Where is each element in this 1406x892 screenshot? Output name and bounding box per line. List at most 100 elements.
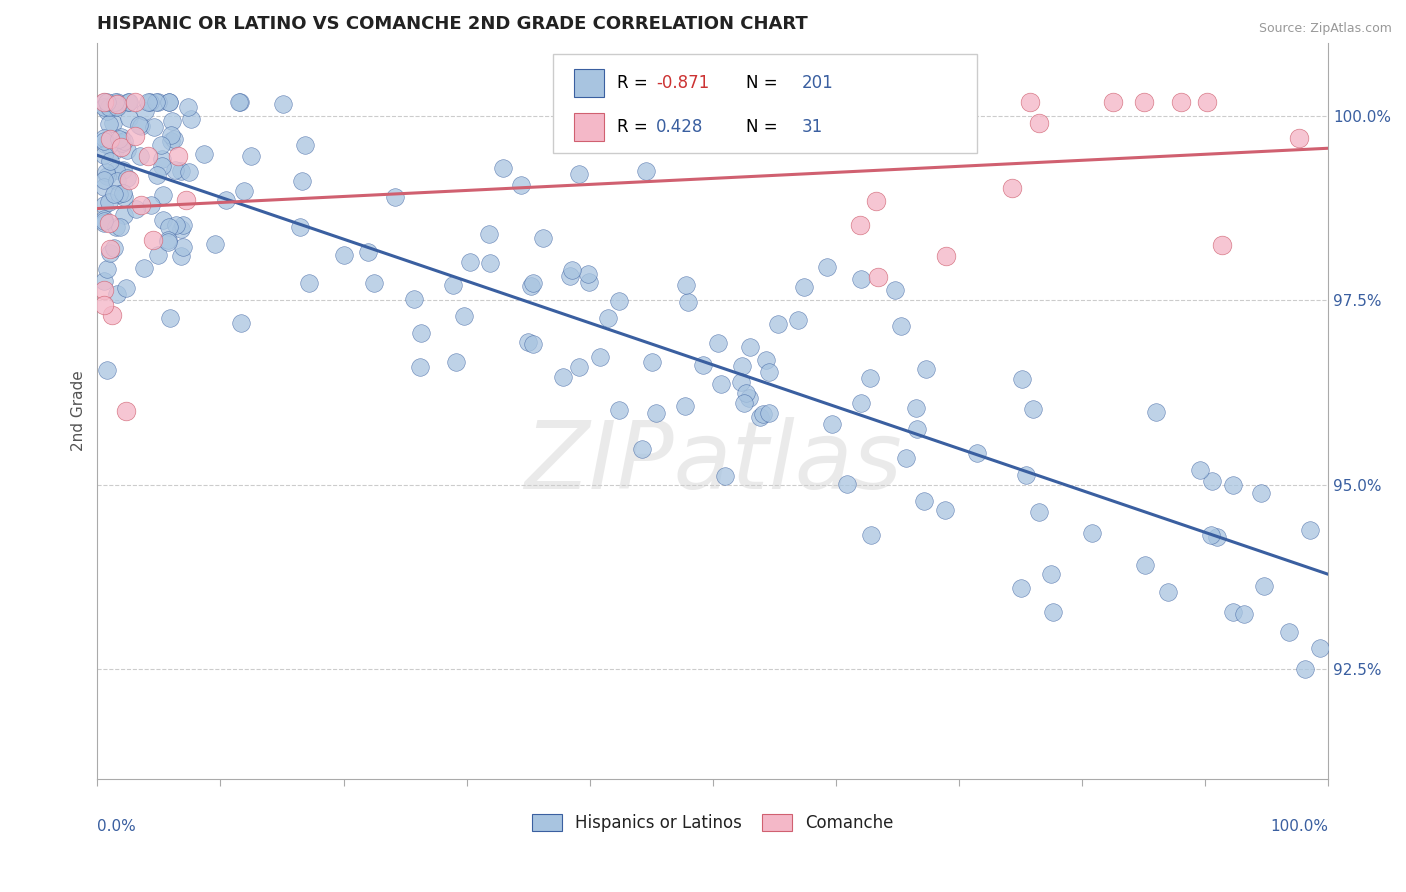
Point [710, 376, 733, 391]
Point [707, 335, 730, 350]
Point [758, 365, 780, 379]
Point [1011, 372, 1033, 386]
Point [159, 95, 181, 109]
Point [149, 138, 172, 153]
Point [96, 363, 118, 377]
Point [163, 163, 186, 178]
Point [758, 406, 780, 420]
Point [96, 104, 118, 119]
Point [110, 130, 132, 145]
Point [894, 450, 917, 465]
Point [104, 143, 127, 157]
Point [104, 100, 127, 114]
Point [174, 193, 197, 207]
Point [150, 152, 173, 166]
Point [849, 218, 872, 232]
Point [103, 241, 125, 255]
Point [402, 292, 425, 306]
Point [634, 163, 657, 178]
Point [748, 410, 770, 425]
Point [1206, 530, 1229, 544]
Point [128, 118, 150, 132]
Point [93, 131, 115, 145]
Point [142, 233, 165, 247]
Point [180, 112, 202, 126]
Point [97, 100, 120, 114]
Point [134, 103, 156, 118]
Point [1157, 584, 1180, 599]
Point [124, 128, 146, 143]
Point [357, 244, 380, 259]
Point [730, 359, 752, 374]
Point [179, 165, 201, 179]
Point [157, 233, 180, 247]
Point [232, 184, 254, 198]
Point [129, 148, 152, 162]
Point [146, 95, 169, 109]
Point [1197, 95, 1219, 109]
Point [159, 310, 181, 325]
Point [239, 149, 262, 163]
FancyBboxPatch shape [574, 112, 605, 141]
Point [1135, 558, 1157, 572]
Point [93, 212, 115, 227]
Point [108, 131, 131, 145]
Point [162, 132, 184, 146]
Point [1233, 607, 1256, 621]
Point [112, 208, 135, 222]
Point [101, 308, 124, 322]
Point [1018, 95, 1040, 109]
Point [589, 351, 612, 365]
Point [288, 219, 311, 234]
FancyBboxPatch shape [574, 69, 605, 96]
Text: 100.0%: 100.0% [1270, 820, 1329, 834]
Point [738, 339, 761, 353]
Point [560, 269, 582, 284]
Point [1021, 401, 1043, 416]
Point [93, 180, 115, 194]
Point [115, 144, 138, 158]
Point [294, 137, 316, 152]
Point [157, 95, 180, 109]
Point [835, 477, 858, 491]
Point [101, 116, 124, 130]
Point [912, 493, 935, 508]
Text: ZIPatlas: ZIPatlas [524, 417, 901, 508]
Text: -0.871: -0.871 [657, 74, 710, 92]
Point [152, 212, 174, 227]
Text: 31: 31 [801, 118, 823, 136]
Point [1102, 95, 1125, 109]
Point [228, 95, 250, 109]
Point [204, 237, 226, 252]
Point [93, 216, 115, 230]
Point [157, 220, 180, 235]
Point [96, 169, 118, 184]
Point [1294, 662, 1316, 676]
Point [93, 100, 115, 114]
Point [105, 162, 128, 177]
Point [105, 99, 128, 113]
Point [93, 274, 115, 288]
Point [966, 446, 988, 460]
Point [115, 170, 138, 185]
Text: 0.428: 0.428 [657, 118, 703, 136]
Point [714, 468, 737, 483]
Y-axis label: 2nd Grade: 2nd Grade [72, 370, 86, 451]
Point [170, 164, 193, 178]
Point [98, 118, 121, 132]
Point [384, 190, 406, 204]
Point [411, 326, 433, 341]
Point [117, 95, 139, 109]
Point [631, 442, 654, 456]
Text: N =: N = [747, 118, 783, 136]
Point [94, 165, 117, 179]
Point [93, 148, 115, 162]
Point [112, 135, 135, 149]
Point [167, 149, 190, 163]
Point [105, 174, 128, 188]
Point [112, 163, 135, 178]
Point [176, 100, 198, 114]
Point [146, 168, 169, 182]
Point [108, 220, 131, 235]
Point [105, 287, 128, 301]
